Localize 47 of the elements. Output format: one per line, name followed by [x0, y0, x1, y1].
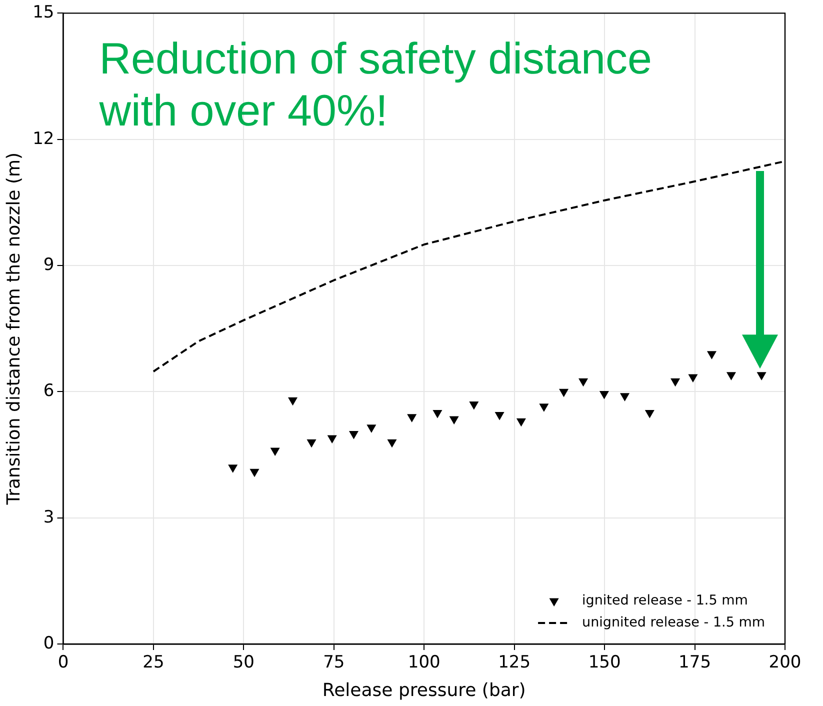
point — [328, 435, 336, 443]
x-tick-label: 150 — [588, 652, 621, 673]
point — [600, 391, 609, 399]
point — [645, 410, 654, 418]
point — [367, 424, 376, 432]
x-tick-label: 175 — [678, 652, 712, 673]
point — [407, 414, 416, 422]
point — [757, 372, 766, 380]
y-tick-label: 9 — [43, 254, 54, 275]
point — [450, 416, 458, 424]
point — [559, 388, 568, 397]
x-tick-label: 125 — [498, 652, 531, 673]
y-axis-title: Transition distance from the nozzle (m) — [3, 152, 24, 506]
point — [228, 464, 238, 472]
y-tick-label: 6 — [43, 381, 54, 402]
point — [620, 393, 630, 401]
x-tick-label: 0 — [58, 652, 69, 673]
point — [726, 372, 736, 380]
point — [707, 351, 716, 359]
point — [250, 468, 259, 477]
point — [578, 378, 588, 386]
x-tick-label: 200 — [768, 652, 802, 673]
legend-label: unignited release - 1.5 mm — [582, 614, 766, 630]
y-tick-label: 12 — [32, 128, 54, 149]
legend-label: ignited release - 1.5 mm — [582, 592, 748, 608]
point — [470, 402, 478, 410]
point — [670, 378, 680, 386]
y-tick-label: 0 — [43, 633, 54, 654]
point — [349, 430, 358, 439]
point — [388, 439, 396, 448]
x-tick-label: 25 — [142, 652, 164, 673]
x-tick-label: 100 — [408, 652, 440, 673]
point — [270, 448, 280, 456]
x-tick-label: 50 — [232, 652, 254, 673]
point — [540, 404, 548, 412]
y-tick-label: 3 — [43, 507, 54, 528]
point — [433, 410, 442, 418]
x-tick-label: 75 — [323, 652, 345, 673]
y-tick-label: 15 — [32, 2, 54, 23]
point — [307, 439, 316, 448]
point — [288, 397, 298, 406]
point — [516, 418, 526, 426]
line-series — [152, 160, 785, 372]
point — [688, 374, 698, 382]
x-axis-title: Release pressure (bar) — [322, 680, 526, 701]
annotation: Reduction of safety distance with over 40%! — [98, 34, 652, 136]
point — [495, 412, 504, 420]
